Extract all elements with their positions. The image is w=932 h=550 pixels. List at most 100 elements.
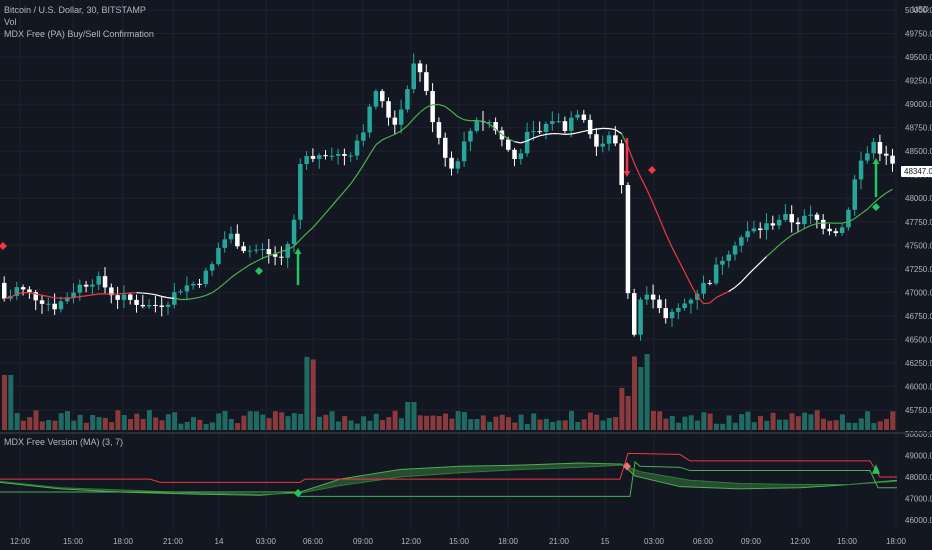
- price-axis[interactable]: 50000.00 49750.00 49500.00 49250.00 49000.00…: [905, 6, 932, 415]
- ma-segment: [860, 208, 868, 215]
- ma-segment: [299, 232, 308, 241]
- ma-segment: [482, 120, 490, 125]
- sub-price-axis[interactable]: 50000.00 49000.00 48000.00 47000.00 46000.00: [905, 430, 932, 525]
- ma-segment: [791, 231, 799, 236]
- volume-bar: [745, 411, 751, 430]
- ma-segment: [4, 296, 11, 300]
- volume-bar: [247, 411, 253, 430]
- sell-diamond: [648, 166, 656, 174]
- sub-indicator-legend[interactable]: MDX Free Version (MA) (3, 7): [4, 437, 124, 447]
- ma-segment: [785, 234, 793, 241]
- sub-buy-diamond: [294, 488, 302, 498]
- ma-segment: [230, 272, 238, 279]
- ma-segment: [444, 106, 452, 112]
- candle-body: [865, 153, 870, 161]
- candle-body: [600, 143, 605, 147]
- candle-body: [159, 305, 164, 307]
- volume-bar: [2, 375, 7, 430]
- volume-bar: [65, 411, 70, 430]
- volume-bar: [550, 421, 556, 430]
- volume-bar: [222, 410, 228, 430]
- volume-bar: [808, 414, 814, 430]
- ma-segment: [558, 133, 565, 135]
- candle-body: [342, 153, 347, 156]
- volume-bar: [833, 420, 839, 430]
- volume-bar: [688, 415, 694, 430]
- pane-divider[interactable]: [0, 432, 932, 434]
- ma-segment: [10, 293, 18, 298]
- volume-bar: [392, 410, 398, 430]
- price-axis-label: 49750.00: [905, 30, 932, 39]
- time-axis-label: 06:00: [693, 537, 714, 546]
- candle-body: [443, 137, 448, 158]
- ma-segment: [167, 297, 175, 299]
- ma-segment: [671, 246, 679, 260]
- candle-body: [688, 299, 694, 304]
- volume-bar: [272, 411, 278, 430]
- ma-segment: [652, 203, 660, 219]
- candle-body: [493, 122, 498, 131]
- volume-bar: [594, 414, 600, 430]
- candle-body: [417, 63, 423, 73]
- ma-segment: [665, 233, 673, 248]
- sub-buy-arrow: [872, 464, 880, 474]
- price-axis-label: 47750.00: [905, 218, 932, 227]
- candle-body: [115, 295, 120, 300]
- candle-body: [27, 289, 32, 293]
- time-axis-label: 21:00: [163, 537, 184, 546]
- volume-bar: [600, 420, 606, 430]
- ma-segment: [426, 104, 433, 108]
- volume-bar: [405, 402, 411, 430]
- volume-legend[interactable]: Vol: [4, 17, 17, 27]
- candle-body: [852, 179, 857, 210]
- indicator-legend[interactable]: MDX Free (PA) Buy/Sell Confirmation: [4, 29, 154, 39]
- price-axis-label: 46750.00: [905, 312, 932, 321]
- volume-bar: [468, 419, 474, 430]
- ma-segment: [255, 257, 263, 262]
- volume-bar: [241, 415, 247, 430]
- buy-diamond: [255, 267, 263, 275]
- ma-segment: [526, 137, 534, 142]
- candle-body: [512, 149, 517, 160]
- candle-body: [424, 72, 429, 92]
- sub-sell-diamond: [623, 461, 631, 471]
- ma-segment: [577, 130, 584, 134]
- sub-axis-label: 47000.00: [905, 495, 932, 504]
- candle-body: [745, 231, 750, 238]
- volume-bar: [329, 411, 335, 430]
- candle-body: [266, 249, 272, 255]
- candle-body: [802, 215, 807, 225]
- volume-bar: [304, 356, 310, 430]
- candle-body: [707, 282, 713, 284]
- time-axis[interactable]: 12:00 15:00 18:00 21:00 14 03:00 06:00 09:00 12:…: [10, 537, 907, 546]
- sell-diamond: [0, 242, 7, 250]
- candle-body: [650, 294, 656, 300]
- volume-bar: [430, 415, 436, 430]
- ma-segment: [274, 251, 282, 255]
- candle-body: [241, 246, 246, 252]
- volume-bar: [342, 416, 348, 430]
- candle-body: [524, 131, 530, 154]
- price-axis-label: 50000.00: [905, 6, 932, 15]
- symbol-legend[interactable]: Bitcoin / U.S. Dollar, 30, BITSTAMP: [4, 5, 146, 15]
- volume-bar: [159, 420, 165, 430]
- candle-body: [83, 284, 89, 287]
- candle-body: [531, 131, 536, 133]
- candle-body: [285, 244, 290, 258]
- ma-segment: [406, 118, 415, 127]
- volume-bar: [581, 419, 587, 430]
- ma-segment: [734, 281, 742, 288]
- time-axis-label: 12:00: [790, 537, 811, 546]
- ma-segment: [337, 191, 345, 199]
- volume-bar: [310, 359, 316, 430]
- volume-bar: [14, 413, 20, 430]
- volume-bar: [184, 421, 190, 430]
- volume-bar: [587, 412, 593, 430]
- candle-body: [436, 122, 442, 138]
- volume-bar: [90, 414, 96, 430]
- volume-bar: [543, 418, 549, 430]
- candle-body: [392, 117, 398, 125]
- ma-segment: [520, 140, 528, 144]
- ma-segment: [375, 139, 383, 146]
